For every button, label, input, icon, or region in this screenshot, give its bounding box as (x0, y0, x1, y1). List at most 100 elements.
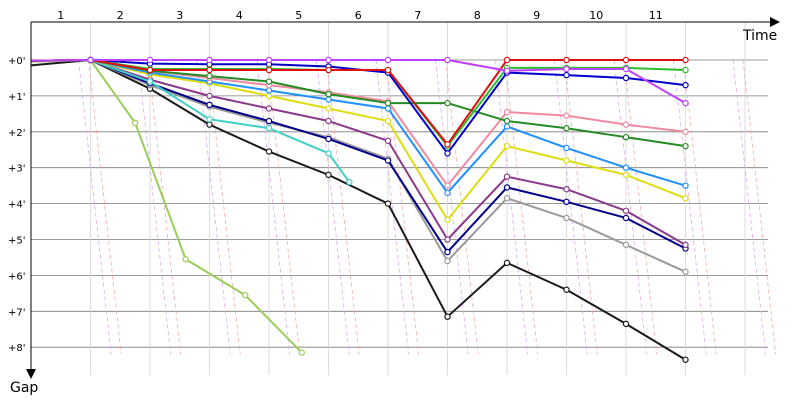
data-point (206, 92, 213, 100)
lap-tick-label: 9 (533, 9, 540, 22)
guide-line (554, 59, 588, 355)
data-point (444, 313, 451, 320)
guide-line (435, 59, 469, 355)
series-line (30, 59, 686, 221)
lap-tick-label: 7 (414, 9, 421, 22)
guide-line (78, 59, 112, 355)
data-point (444, 236, 451, 243)
data-point (503, 117, 511, 125)
guide-line (256, 59, 291, 355)
data-point (384, 200, 392, 207)
data-point (325, 150, 332, 157)
data-point (265, 87, 273, 94)
data-point (265, 92, 273, 100)
series-line (30, 59, 686, 146)
data-point (146, 78, 154, 85)
data-point (87, 56, 94, 64)
data-point (146, 66, 154, 74)
data-point (682, 182, 689, 189)
data-point (325, 171, 332, 179)
data-point (682, 128, 689, 135)
data-point (384, 117, 392, 125)
data-point (682, 56, 689, 64)
data-point (325, 105, 332, 112)
gap-tick-label: +0' (8, 56, 26, 67)
guide-line (623, 59, 658, 355)
gap-tick-label: +6' (8, 271, 26, 282)
guide-line (494, 59, 529, 355)
gap-tick-label: +4' (8, 200, 26, 211)
series-layer (30, 56, 689, 363)
lap-tick-label: 10 (589, 9, 603, 22)
data-point (622, 214, 630, 222)
x-axis-title: Time (742, 28, 777, 44)
series-line (30, 59, 686, 104)
axes (26, 17, 780, 379)
data-point (131, 119, 139, 127)
guide-line (504, 59, 539, 355)
data-point (298, 349, 305, 356)
data-point (384, 99, 392, 107)
data-point (325, 135, 332, 143)
data-point (622, 207, 630, 214)
data-point (622, 171, 630, 179)
data-point (503, 142, 511, 150)
series-line (30, 59, 687, 361)
lap-tick-label: 3 (176, 9, 183, 22)
data-point (682, 142, 689, 150)
lap-tick-label: 11 (649, 9, 663, 22)
data-point (563, 56, 570, 64)
data-point (622, 320, 630, 328)
x-axis-arrow (770, 17, 780, 27)
data-point (206, 66, 213, 74)
data-point (682, 195, 689, 202)
y-axis-arrow (26, 369, 36, 379)
data-point (265, 105, 273, 112)
lap-tick-label: 6 (355, 9, 362, 22)
data-point (622, 121, 630, 128)
data-point (444, 189, 451, 197)
data-point (682, 241, 689, 249)
data-point (346, 178, 353, 186)
data-point (622, 164, 630, 171)
data-point (206, 72, 213, 80)
series-line (30, 59, 686, 246)
series-line (30, 59, 686, 254)
data-point (682, 268, 689, 276)
data-point (384, 157, 392, 164)
data-point (503, 123, 511, 130)
lap-tick-label: 4 (236, 9, 243, 22)
data-point (265, 117, 273, 125)
guide-line (683, 59, 717, 355)
data-point (563, 144, 570, 152)
lap-tick-label: 2 (117, 9, 124, 22)
data-point (503, 195, 511, 202)
data-point (444, 248, 451, 256)
guide-line (207, 59, 241, 355)
guide-line (613, 59, 648, 355)
lap-tick-label: 8 (474, 9, 481, 22)
data-point (384, 137, 392, 144)
series-line (30, 59, 686, 194)
data-point (206, 101, 213, 109)
data-point (206, 121, 213, 128)
data-point (563, 198, 570, 206)
guide-line (564, 59, 598, 355)
y-axis-title: Gap (10, 380, 38, 396)
data-point (384, 66, 392, 74)
data-point (384, 105, 392, 112)
lap-tick-label: 1 (57, 9, 64, 22)
guide-line (385, 59, 420, 355)
data-point (444, 99, 451, 107)
data-point (622, 74, 630, 82)
gridlines (31, 22, 768, 375)
data-point (444, 56, 451, 64)
data-point (503, 67, 511, 74)
guide-line (266, 59, 301, 355)
data-point (563, 186, 570, 193)
data-point (325, 117, 332, 125)
gap-tick-label: +7' (8, 307, 26, 318)
data-point (444, 150, 451, 157)
data-point (325, 90, 332, 98)
